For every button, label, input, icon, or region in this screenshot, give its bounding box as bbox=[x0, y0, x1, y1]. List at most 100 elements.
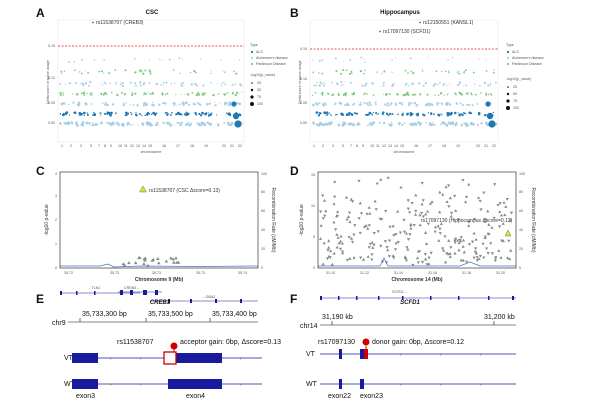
gwas-point bbox=[414, 209, 418, 213]
panel-b-xtick: 20 bbox=[476, 144, 480, 148]
gwas-point bbox=[332, 203, 336, 206]
manhattan-point bbox=[132, 104, 135, 106]
panel-f-wt-exon23 bbox=[360, 379, 364, 389]
gwas-point bbox=[424, 242, 429, 245]
gwas-point bbox=[482, 256, 486, 260]
panel-d-xtick: 31.12 bbox=[360, 271, 369, 275]
manhattan-point bbox=[100, 93, 103, 96]
manhattan-point bbox=[87, 71, 90, 74]
manhattan-point bbox=[92, 122, 94, 124]
manhattan-point bbox=[410, 70, 413, 73]
manhattan-point bbox=[116, 93, 119, 97]
manhattan-point bbox=[328, 123, 331, 126]
panel-c-exon bbox=[240, 299, 242, 303]
manhattan-point bbox=[157, 123, 159, 125]
gwas-point bbox=[404, 231, 409, 235]
manhattan-point bbox=[433, 82, 436, 86]
manhattan-point bbox=[342, 94, 345, 96]
manhattan-point bbox=[330, 123, 332, 125]
gwas-point bbox=[398, 231, 403, 235]
manhattan-point bbox=[150, 113, 153, 116]
panel-e-splice-track: CREB3 chr9 35,733,300 bp 35,733,500 bp 3… bbox=[52, 300, 281, 400]
gwas-point bbox=[406, 238, 411, 241]
manhattan-point bbox=[470, 121, 473, 125]
manhattan-point bbox=[197, 102, 200, 105]
manhattan-point bbox=[226, 104, 228, 106]
panel-b-xtick: 5 bbox=[342, 144, 344, 148]
gwas-point bbox=[347, 236, 351, 239]
manhattan-point bbox=[421, 69, 424, 71]
panel-label-e: E bbox=[36, 292, 45, 306]
manhattan-point bbox=[458, 72, 461, 75]
gwas-point bbox=[406, 207, 410, 211]
manhattan-point bbox=[366, 93, 369, 95]
gwas-point bbox=[459, 258, 463, 262]
gwas-point bbox=[427, 262, 431, 266]
gwas-point bbox=[429, 251, 433, 255]
manhattan-point bbox=[391, 84, 394, 88]
manhattan-point bbox=[110, 91, 113, 94]
panel-e-snp-label: rs11538707 bbox=[117, 339, 154, 346]
manhattan-point bbox=[141, 121, 143, 124]
manhattan-point bbox=[492, 111, 494, 114]
gwas-point bbox=[348, 220, 352, 224]
panel-d-annotation: rs17097130 (Hippocampus Δscore=0.12) bbox=[421, 218, 513, 224]
manhattan-point bbox=[158, 104, 161, 107]
manhattan-point bbox=[312, 59, 314, 61]
manhattan-point bbox=[195, 71, 197, 74]
gwas-point bbox=[353, 224, 357, 227]
manhattan-point bbox=[241, 91, 243, 94]
gwas-point bbox=[321, 262, 325, 266]
manhattan-point bbox=[103, 58, 106, 61]
panel-c-xtick: 35.73 bbox=[152, 271, 161, 275]
manhattan-point bbox=[103, 92, 105, 94]
gwas-point bbox=[350, 240, 355, 244]
manhattan-point bbox=[476, 123, 479, 126]
gwas-point bbox=[340, 250, 345, 254]
manhattan-point bbox=[79, 82, 82, 84]
legend-pd-label: Parkinson Disease bbox=[512, 62, 542, 66]
manhattan-point bbox=[398, 123, 401, 126]
manhattan-point bbox=[363, 101, 366, 104]
gwas-point bbox=[472, 231, 476, 235]
panel-f-event-label: donor gain: 0bp, Δscore=0.12 bbox=[372, 339, 464, 346]
gwas-point bbox=[472, 256, 476, 260]
manhattan-point bbox=[413, 122, 415, 124]
manhattan-point bbox=[465, 122, 468, 125]
manhattan-point bbox=[371, 114, 374, 116]
manhattan-point bbox=[441, 114, 443, 116]
manhattan-point bbox=[144, 93, 147, 96]
gwas-point bbox=[174, 256, 178, 260]
manhattan-point bbox=[447, 70, 450, 72]
manhattan-point bbox=[187, 103, 191, 106]
gwas-point bbox=[428, 201, 433, 205]
panel-c-recomb-line bbox=[60, 263, 259, 268]
panel-a-xtick: 15 bbox=[148, 144, 152, 148]
panel-d-y2label: Recombination Rate (cM/Mb) bbox=[530, 187, 536, 252]
panel-a-xtick: 7 bbox=[98, 144, 100, 148]
manhattan-point bbox=[464, 69, 467, 72]
manhattan-point bbox=[147, 92, 149, 94]
panel-c-ytick: 1 bbox=[55, 242, 57, 246]
gwas-point bbox=[447, 205, 451, 209]
manhattan-point bbox=[108, 122, 111, 125]
panel-label-a: A bbox=[36, 6, 45, 20]
manhattan-point bbox=[343, 104, 346, 106]
manhattan-point bbox=[448, 102, 450, 104]
gwas-point bbox=[408, 233, 412, 237]
gwas-point bbox=[333, 195, 337, 199]
manhattan-point bbox=[179, 123, 182, 127]
manhattan-point bbox=[170, 114, 172, 116]
manhattan-point bbox=[405, 82, 408, 85]
manhattan-point bbox=[221, 82, 223, 85]
manhattan-point bbox=[328, 112, 331, 114]
manhattan-point bbox=[348, 111, 351, 114]
manhattan-point bbox=[210, 70, 212, 72]
manhattan-point bbox=[341, 84, 343, 87]
gwas-point bbox=[333, 180, 337, 183]
manhattan-point bbox=[409, 112, 413, 115]
manhattan-point bbox=[408, 114, 410, 116]
manhattan-point bbox=[364, 92, 366, 94]
manhattan-point bbox=[147, 123, 149, 125]
legend-size-swatch bbox=[251, 82, 253, 84]
